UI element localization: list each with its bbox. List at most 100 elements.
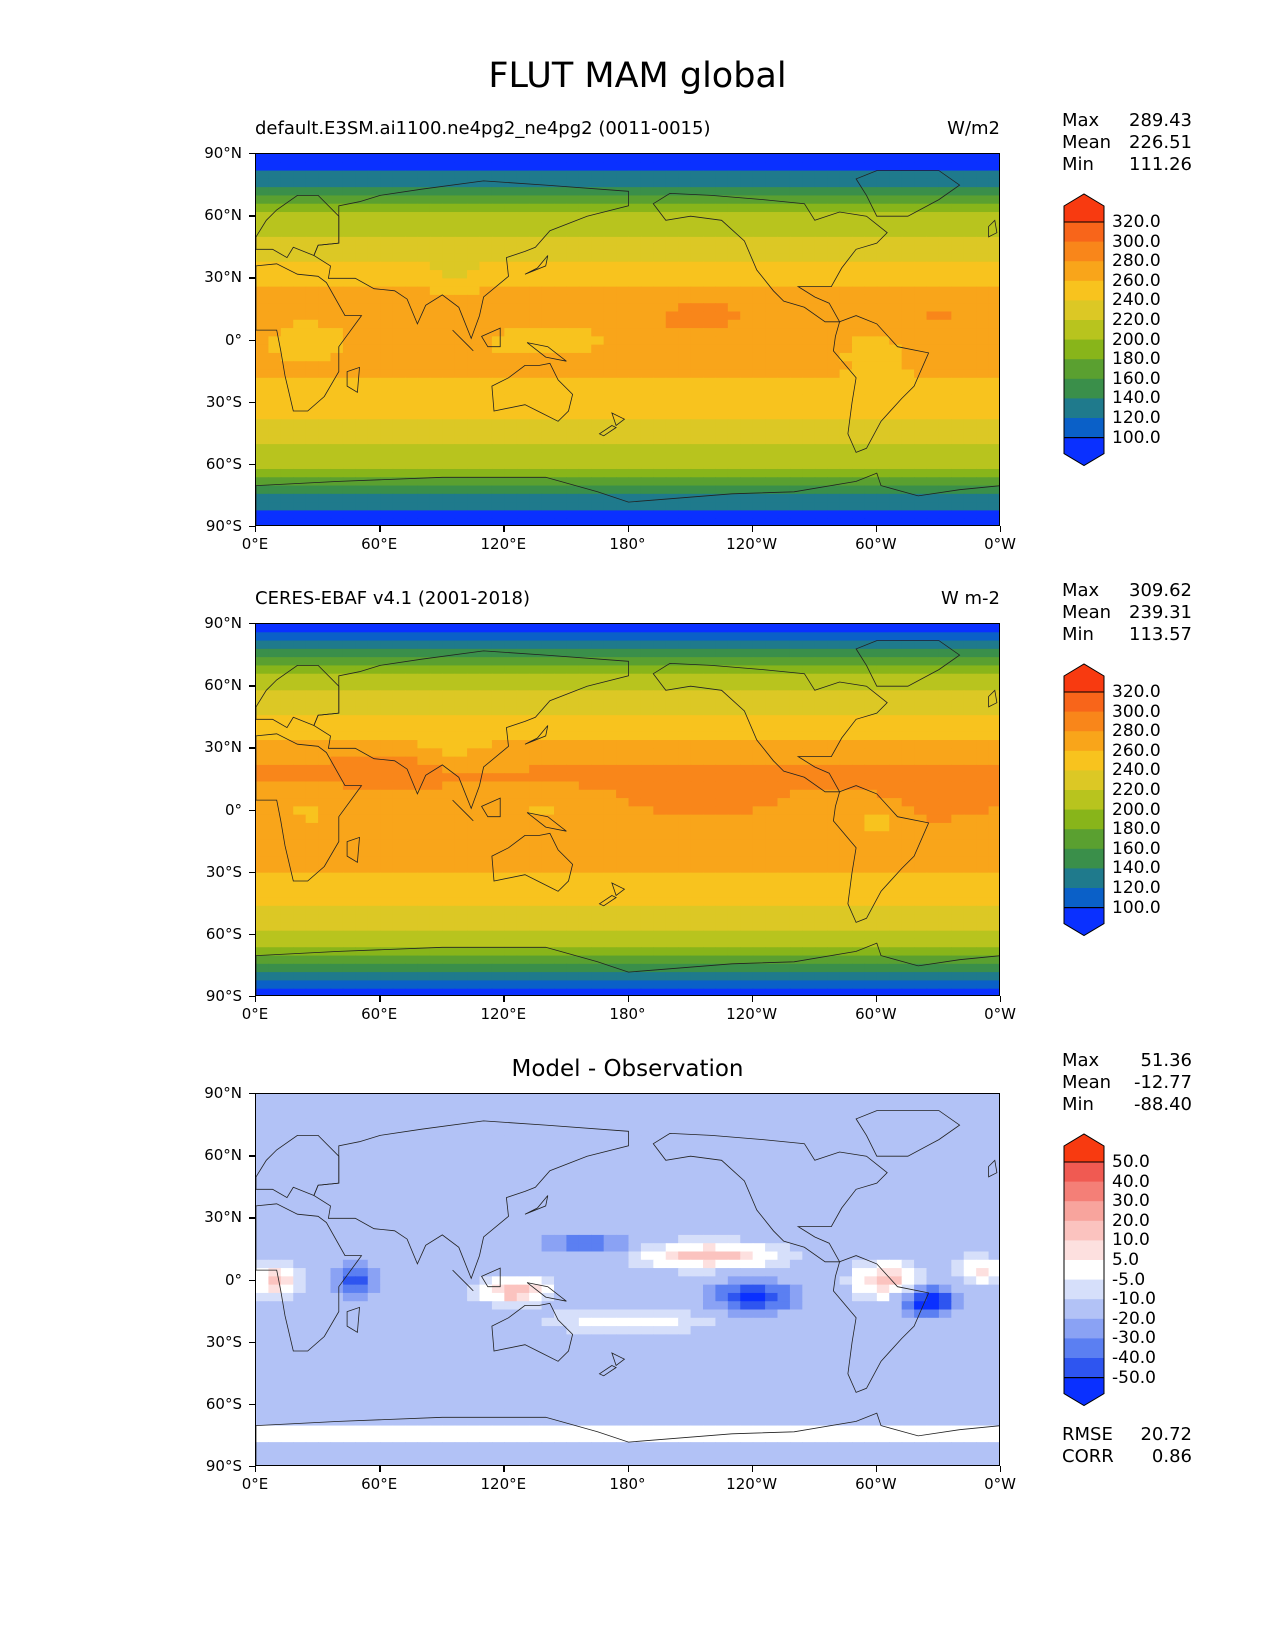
coastline (524, 1195, 549, 1215)
colorbar-label: 220.0 (1112, 780, 1161, 800)
colorbar-label: 10.0 (1112, 1230, 1150, 1251)
coastline (611, 882, 626, 897)
lon-tick-label: 60°W (855, 1475, 897, 1493)
colorbar-frame (1063, 1161, 1105, 1379)
lon-tick-label: 120°E (480, 1005, 527, 1023)
lon-tick (1000, 1466, 1002, 1472)
lon-tick (379, 996, 381, 1002)
lon-tick-label: 120°W (726, 1475, 778, 1493)
lat-tick (249, 871, 255, 874)
colorbar-segment (1064, 829, 1104, 850)
lat-tick (249, 1217, 255, 1219)
coastline (313, 650, 629, 810)
colorbar-segment (1064, 770, 1104, 791)
lat-tick (249, 747, 255, 749)
lat-tick (249, 623, 255, 625)
lon-tick (255, 996, 257, 1002)
coastline (256, 472, 999, 525)
coastline (256, 942, 999, 995)
panel-model: default.E3SM.ai1100.ne4pg2_ne4pg2 (0011-… (0, 110, 1275, 582)
lat-tick (249, 809, 255, 811)
lon-tick (255, 1466, 257, 1472)
lat-tick (249, 1403, 255, 1406)
coastline (452, 1269, 474, 1292)
colorbar-segment (1064, 1181, 1104, 1202)
lon-tick (379, 526, 381, 532)
coastline (988, 219, 998, 238)
coastline (526, 812, 567, 832)
lon-tick (1000, 526, 1002, 532)
stats-box: Max 309.62 Mean 239.31 Min 113.57 (1062, 580, 1192, 646)
coastline (481, 797, 501, 818)
lon-tick-label: 0°W (984, 535, 1016, 553)
coastline (832, 315, 930, 453)
lat-tick (249, 526, 255, 528)
stat-name: Min (1062, 624, 1094, 645)
coastline (346, 1306, 360, 1333)
stat-row: Max 51.36 (1062, 1050, 1192, 1072)
lat-tick-label: 0° (224, 1270, 242, 1289)
lon-tick (503, 996, 505, 1002)
colorbar-segment (1064, 1279, 1104, 1300)
stats-box: Max 289.43 Mean 226.51 Min 111.26 (1062, 110, 1192, 176)
coastline (491, 832, 574, 892)
colorbar-label: 100.0 (1112, 897, 1161, 918)
map-field (256, 154, 999, 525)
colorbar-label: -5.0 (1112, 1269, 1146, 1290)
panel-observation: CERES-EBAF v4.1 (2001-2018) W m-2 90°N 60… (0, 580, 1275, 1052)
colorbar-segment (1064, 222, 1104, 243)
colorbar-label: -20.0 (1112, 1308, 1156, 1329)
lat-tick (249, 1155, 255, 1157)
lon-tick-label: 0°W (984, 1005, 1016, 1023)
colorbar-frame (1063, 221, 1105, 439)
colorbar-label: 320.0 (1112, 212, 1161, 232)
colorbar-label: 5.0 (1112, 1250, 1140, 1270)
lat-tick-label: 60°N (204, 676, 242, 695)
coastline (832, 1255, 930, 1393)
stats-box: Max 51.36 Mean -12.77 Min -88.40 (1062, 1050, 1192, 1116)
colorbar-segment (1064, 1240, 1104, 1261)
colorbar-extend-max (1063, 193, 1105, 223)
coastline (256, 733, 363, 882)
map-field (256, 624, 999, 995)
colorbar-segment (1064, 378, 1104, 399)
lon-tick (379, 1466, 381, 1472)
coastline (652, 1132, 888, 1263)
lat-tick-label: 30°S (205, 1332, 242, 1351)
lat-tick (249, 1341, 255, 1344)
coastline (652, 192, 888, 323)
colorbar-label: 320.0 (1112, 682, 1161, 702)
stat-name: Max (1062, 110, 1100, 131)
stat-row: Mean -12.77 (1062, 1072, 1192, 1094)
lon-tick (751, 1466, 754, 1472)
coastline (256, 1412, 999, 1465)
lat-tick-label: 60°S (205, 1394, 242, 1413)
colorbar-segment (1064, 711, 1104, 732)
stat-row: Min 113.57 (1062, 624, 1192, 646)
stat-value: -12.77 (1133, 1072, 1192, 1093)
map-plot (255, 1093, 1000, 1466)
coastline (452, 799, 474, 822)
lat-tick-label: 90°N (204, 614, 242, 632)
lon-tick-label: 60°E (361, 535, 398, 553)
figure-title: FLUT MAM global (488, 56, 787, 96)
error-stat-value: 20.72 (1140, 1424, 1192, 1445)
colorbar-segment (1064, 1358, 1104, 1379)
lon-tick-label: 180° (609, 1475, 646, 1493)
coastline (452, 329, 474, 352)
lon-tick (875, 1466, 878, 1472)
colorbar-label: 300.0 (1112, 231, 1161, 252)
lat-tick (249, 277, 255, 279)
lat-tick (249, 933, 255, 936)
stat-value: 113.57 (1129, 624, 1192, 645)
error-stat-name: CORR (1062, 1446, 1114, 1467)
colorbar-extend-max (1063, 1133, 1105, 1163)
error-stat-name: RMSE (1062, 1424, 1113, 1445)
coastline (598, 1365, 617, 1377)
colorbar (1063, 1133, 1105, 1407)
panel-units: W/m2 (947, 118, 1000, 139)
colorbar-segment (1064, 692, 1104, 713)
colorbar-label: 300.0 (1112, 701, 1161, 722)
lon-tick-label: 0°E (241, 1005, 269, 1023)
lat-tick-label: 30°S (205, 862, 242, 881)
